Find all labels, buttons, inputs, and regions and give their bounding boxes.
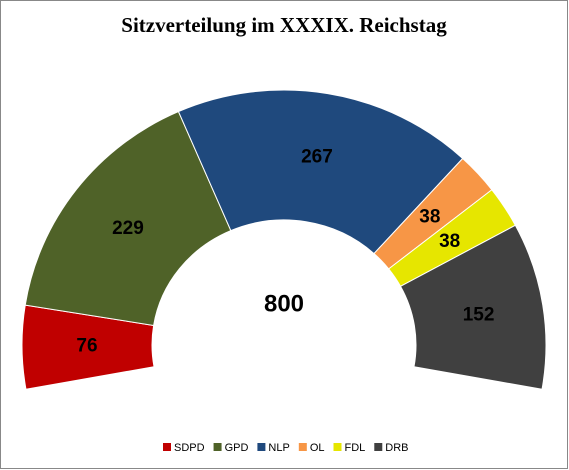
data-label: 267	[301, 147, 333, 168]
data-label: 38	[419, 206, 440, 227]
legend-label: GPD	[225, 442, 249, 454]
legend-label: NLP	[268, 442, 289, 454]
legend-swatch	[298, 443, 307, 451]
data-label: 152	[463, 304, 495, 325]
legend-label: OL	[310, 442, 325, 454]
slice	[177, 89, 464, 255]
legend-swatch	[257, 443, 266, 451]
slice	[24, 110, 232, 327]
data-label: 76	[76, 336, 97, 357]
chart-title: Sitzverteilung im XXXIX. Reichstag	[121, 13, 447, 37]
legend-swatch	[374, 443, 383, 451]
legend-label: FDL	[345, 442, 366, 454]
total-label: 800	[264, 290, 304, 317]
legend-swatch	[333, 443, 342, 451]
legend-label: DRB	[385, 442, 408, 454]
legend-label: SDPD	[174, 442, 205, 454]
slice	[399, 224, 547, 390]
data-label: 38	[439, 231, 460, 252]
legend-swatch	[163, 443, 171, 451]
data-label: 229	[112, 218, 144, 239]
legend-swatch	[213, 443, 222, 451]
